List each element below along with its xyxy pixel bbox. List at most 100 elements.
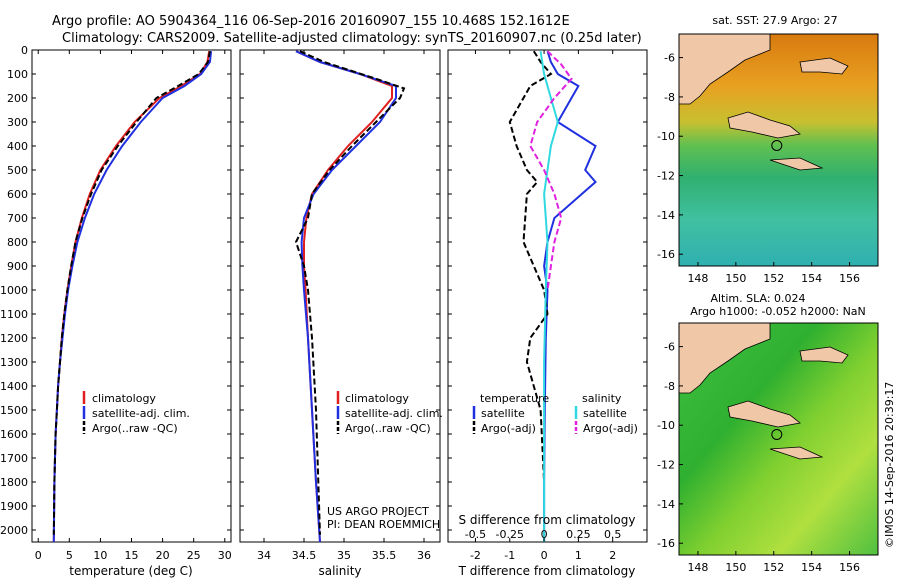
salinity-axis-label: salinity xyxy=(318,564,361,578)
map-x-tick-label: 150 xyxy=(725,561,746,574)
x-tick-label: 36 xyxy=(417,549,431,562)
depth-tick-label: 500 xyxy=(7,164,28,177)
s-difference-x-ticks: -0.5 -0.25 0 0.25 0.5 xyxy=(465,528,622,541)
depth-tick-label: 700 xyxy=(7,212,28,225)
sst-map-title: sat. SST: 27.9 Argo: 27 xyxy=(712,14,837,27)
temperature-panel-frame xyxy=(31,49,232,543)
s-diff-tick-label: 0.5 xyxy=(604,528,622,541)
temperature-x-ticks: 0 5 10 15 20 25 30 xyxy=(35,50,232,562)
map-y-tick-label: -12 xyxy=(657,459,675,472)
x-tick-label: 35.5 xyxy=(372,549,397,562)
x-tick-label: 35 xyxy=(337,549,351,562)
depth-tick-label: 1500 xyxy=(0,404,28,417)
legend-label-s-satellite: satellite xyxy=(583,407,627,420)
legend-title-salinity: salinity xyxy=(582,392,622,405)
sla-float-marker xyxy=(771,429,783,440)
x-tick-label: 15 xyxy=(125,549,139,562)
depth-tick-label: 900 xyxy=(7,260,28,273)
sst-map xyxy=(678,33,879,267)
sla-land-islands-2 xyxy=(769,446,824,460)
legend-label-climatology: climatology xyxy=(345,392,409,405)
sst-land-islands-2 xyxy=(769,157,824,171)
title-line-1: Argo profile: AO 5904364_116 06-Sep-2016… xyxy=(52,14,570,29)
sst-map-ticks: 148 150 152 154 156 -6 -8 -10 -12 -14 -16 xyxy=(657,52,860,285)
legend-label-argo: Argo(..raw -QC) xyxy=(345,422,431,435)
legend-label-t-argo: Argo(-adj) xyxy=(481,422,536,435)
sla-land-new-britain xyxy=(799,346,849,364)
sla-map xyxy=(678,322,879,556)
map-x-tick-label: 152 xyxy=(763,561,784,574)
title-line-2: Climatology: CARS2009. Satellite-adjuste… xyxy=(62,31,642,46)
x-tick-label: 25 xyxy=(187,549,201,562)
legend-label-s-argo: Argo(-adj) xyxy=(583,422,638,435)
salinity-panel-frame xyxy=(239,49,441,543)
depth-tick-label: 1900 xyxy=(0,500,28,513)
map-x-tick-label: 156 xyxy=(839,561,860,574)
depth-tick-label: 1000 xyxy=(0,284,28,297)
series-line-satellite-adj-clim- xyxy=(295,50,397,543)
depth-tick-label: 800 xyxy=(7,236,28,249)
map-y-tick-label: -10 xyxy=(657,130,675,143)
series-line-s-argo-adj- xyxy=(529,50,573,291)
series-line-t-argo-adj- xyxy=(508,50,553,483)
salinity-series xyxy=(294,50,406,543)
map-x-tick-label: 154 xyxy=(801,561,822,574)
sst-land-new-guinea xyxy=(678,33,771,105)
s-difference-axis-label: S difference from climatology xyxy=(459,513,636,527)
x-tick-label: 2 xyxy=(609,549,616,562)
x-tick-label: 34.5 xyxy=(292,549,317,562)
depth-tick-label: 1200 xyxy=(0,332,28,345)
x-tick-label: 34 xyxy=(257,549,271,562)
depth-tick-label: 1300 xyxy=(0,356,28,369)
depth-tick-label: 200 xyxy=(7,92,28,105)
depth-tick-label: 0 xyxy=(21,44,28,57)
sla-map-title-2: Argo h1000: -0.052 h2000: NaN xyxy=(690,305,866,318)
map-x-tick-label: 156 xyxy=(839,272,860,285)
depth-tick-label: 300 xyxy=(7,116,28,129)
map-y-tick-label: -10 xyxy=(657,419,675,432)
sst-land-islands xyxy=(727,111,801,139)
depth-tick-label: 400 xyxy=(7,140,28,153)
s-diff-tick-label: -0.25 xyxy=(496,528,524,541)
map-x-tick-label: 150 xyxy=(725,272,746,285)
salinity-x-ticks: 34 34.5 35 35.5 36 xyxy=(257,50,431,562)
map-y-tick-label: -16 xyxy=(657,248,675,261)
series-line-t-satellite xyxy=(543,50,597,542)
temperature-legend: climatology satellite-adj. clim. Argo(..… xyxy=(82,391,190,435)
map-x-tick-label: 154 xyxy=(801,272,822,285)
depth-tick-label: 1400 xyxy=(0,380,28,393)
depth-tick-label: 1600 xyxy=(0,428,28,441)
s-diff-tick-label: 0.25 xyxy=(566,528,591,541)
depth-tick-label: 100 xyxy=(7,68,28,81)
sst-map-frame xyxy=(678,33,879,267)
map-y-tick-label: -14 xyxy=(657,498,675,511)
map-y-tick-label: -14 xyxy=(657,209,675,222)
depth-tick-label: 1700 xyxy=(0,452,28,465)
x-tick-label: -1 xyxy=(504,549,515,562)
depth-tick-label: 2000 xyxy=(0,524,28,537)
series-line-satellite-adj-clim- xyxy=(52,51,213,543)
t-difference-x-ticks: -2 -1 0 1 2 xyxy=(470,50,616,562)
legend-label-climatology: climatology xyxy=(92,392,156,405)
legend-label-argo: Argo(..raw -QC) xyxy=(92,422,178,435)
difference-series xyxy=(508,50,597,542)
map-y-tick-label: -16 xyxy=(657,537,675,550)
x-tick-label: -2 xyxy=(470,549,481,562)
sst-float-marker xyxy=(771,140,783,151)
temperature-axis-label: temperature (deg C) xyxy=(69,564,192,578)
difference-panel-frame xyxy=(447,49,648,543)
legend-label-satellite: satellite-adj. clim. xyxy=(92,407,190,420)
depth-tick-label: 1800 xyxy=(0,476,28,489)
legend-label-t-satellite: satellite xyxy=(481,407,525,420)
x-tick-label: 10 xyxy=(93,549,107,562)
sla-land-new-guinea xyxy=(678,322,771,394)
difference-legend: temperature salinity satellite Argo(-adj… xyxy=(472,392,638,435)
depth-axis: 0 100 200 300 400 500 600 700 800 900 1000 1100 1200… xyxy=(0,44,647,537)
s-diff-tick-label: -0.5 xyxy=(465,528,486,541)
map-x-tick-label: 152 xyxy=(763,272,784,285)
salinity-legend: climatology satellite-adj. clim. Argo(..… xyxy=(336,391,443,435)
map-x-tick-label: 148 xyxy=(687,272,708,285)
temperature-series xyxy=(52,51,213,543)
series-line-argo-raw-qc- xyxy=(294,50,406,535)
x-tick-label: 0 xyxy=(541,549,548,562)
